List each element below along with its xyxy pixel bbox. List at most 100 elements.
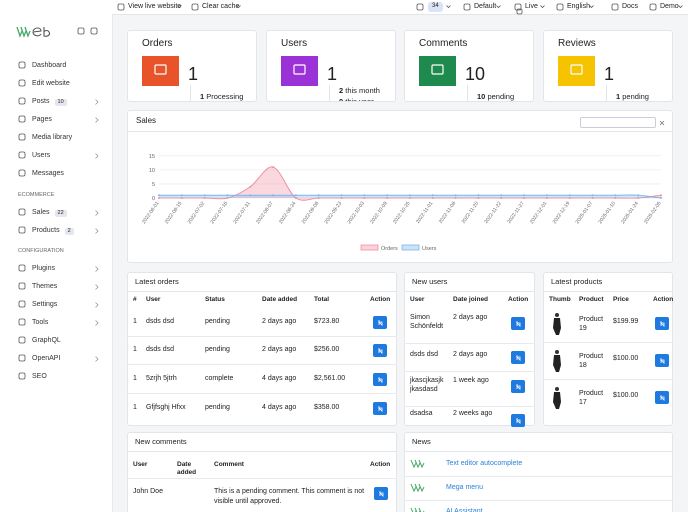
menu-item[interactable]: Dashboard: [32, 62, 66, 71]
stat-value: 1: [188, 64, 199, 84]
action-button[interactable]: [511, 317, 525, 330]
date-input[interactable]: [580, 117, 656, 128]
stat-count: 10: [477, 92, 486, 101]
stat-value: 10: [465, 64, 486, 84]
action-button[interactable]: [373, 402, 387, 415]
chevron: [95, 210, 99, 216]
topbar-mode[interactable]: Live: [525, 3, 538, 10]
action-button[interactable]: [373, 344, 387, 357]
card-header-line: [543, 291, 673, 292]
topbar-language[interactable]: English: [567, 3, 590, 10]
action-button[interactable]: [655, 317, 669, 330]
point: [591, 197, 594, 199]
icon: [18, 208, 26, 216]
menu-badge: 22: [54, 209, 67, 217]
notification-badge[interactable]: 34: [428, 2, 443, 12]
menu-item[interactable]: Edit website: [32, 80, 70, 89]
logo-mark: [410, 459, 417, 469]
cell: 2 days ago: [262, 318, 297, 325]
menu-item[interactable]: Media library: [32, 134, 72, 143]
news-link[interactable]: Text editor autocomplete: [446, 460, 523, 467]
chevron: [95, 228, 99, 234]
icon: [463, 3, 471, 11]
menu-item[interactable]: Pages: [32, 116, 52, 125]
menu-item[interactable]: Settings: [32, 301, 57, 310]
point: [614, 197, 617, 199]
cell: John Doe: [133, 488, 163, 495]
point: [591, 194, 594, 197]
news-link[interactable]: AI Assistant: [446, 508, 483, 512]
column-header: User: [410, 296, 425, 303]
stat-icon: [419, 56, 456, 86]
menu-item[interactable]: Themes: [32, 283, 57, 292]
point: [203, 194, 206, 197]
icon: [18, 318, 26, 326]
menu-item[interactable]: GraphQL: [32, 337, 61, 346]
stat-note-text: Processing: [206, 92, 244, 101]
point: [660, 194, 662, 197]
column-header: Thumb: [549, 296, 571, 303]
column-header: Comment: [214, 461, 244, 468]
topbar-docs[interactable]: Docs: [622, 3, 638, 10]
stat-title: Users: [281, 38, 308, 49]
action-button[interactable]: [511, 414, 525, 427]
icon-shape: [18, 336, 26, 344]
glyph: [570, 64, 583, 75]
icon: [18, 61, 26, 69]
glyph: [431, 64, 444, 75]
chevron: [95, 302, 99, 308]
menu-item[interactable]: Plugins: [32, 265, 55, 274]
action-button[interactable]: [373, 316, 387, 329]
icon-shape: [18, 300, 26, 308]
point: [500, 194, 503, 197]
cell: pending: [205, 346, 230, 353]
hand-icon: [516, 355, 521, 361]
logo-mark: [414, 459, 421, 469]
menu-item[interactable]: SEO: [32, 373, 47, 382]
menu-item[interactable]: Sales 22: [32, 209, 67, 218]
menu-item[interactable]: OpenAPI: [32, 355, 60, 364]
card: [404, 432, 673, 512]
icon-shape: [18, 318, 26, 326]
point: [386, 194, 389, 197]
menu-item[interactable]: Users: [32, 152, 50, 161]
thumb: [555, 350, 559, 354]
action-button[interactable]: [511, 351, 525, 364]
topbar-clear-cache[interactable]: Clear cache: [202, 3, 240, 10]
column-header: Date added: [262, 296, 298, 303]
news-link[interactable]: Mega menu: [446, 484, 483, 491]
icon-shape: [556, 3, 564, 11]
cell: complete: [205, 375, 234, 382]
action-button[interactable]: [373, 373, 387, 386]
menu-item[interactable]: Messages: [32, 170, 64, 179]
icon-glyph: [431, 64, 444, 75]
point: [660, 197, 662, 199]
menu-item[interactable]: Posts 10: [32, 98, 67, 107]
x-tick-label: 2022-10-03: [346, 201, 366, 226]
logo-mark: [32, 27, 51, 37]
caret-icon: [496, 5, 501, 9]
stat-card: Reviews 1 1 pending: [543, 30, 673, 102]
action-button[interactable]: [374, 487, 388, 500]
chevron: [95, 153, 99, 159]
cell: $100.00: [613, 392, 639, 399]
topbar-view-site[interactable]: View live website: [128, 3, 182, 10]
icon: [18, 264, 26, 272]
menu-item[interactable]: Products 2: [32, 227, 74, 236]
topbar-theme[interactable]: Default: [474, 3, 497, 10]
point: [340, 197, 343, 199]
topbar-user[interactable]: Demo: [660, 3, 679, 10]
menu-item[interactable]: Tools: [32, 319, 48, 328]
row-separator: [127, 364, 397, 365]
icon: [77, 27, 85, 35]
stat-count: 0: [339, 97, 344, 102]
action-button[interactable]: [655, 391, 669, 404]
cell: 5zrjh 5jtrh: [146, 375, 177, 382]
x-tick-label: 2022-07-02: [187, 201, 207, 226]
stat-note: 2 this month: [339, 86, 380, 95]
x-tick-label: 2022-11-20: [461, 201, 480, 225]
cell: This is a pending comment. This comment …: [214, 488, 365, 505]
action-button[interactable]: [511, 380, 525, 393]
stat-note: 10 pending: [477, 92, 514, 101]
action-button[interactable]: [655, 354, 669, 367]
